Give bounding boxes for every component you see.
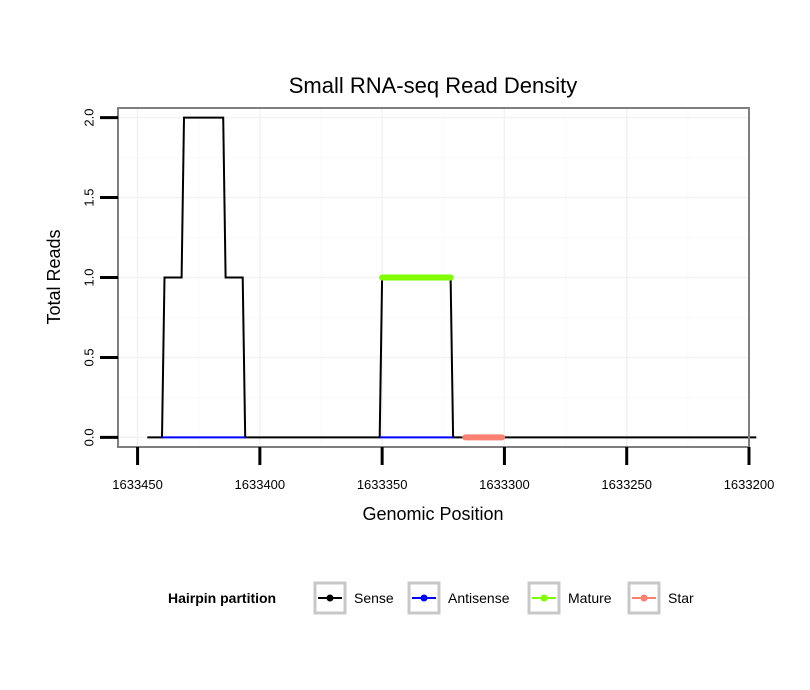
x-tick-label: 1633450 [112,477,163,492]
legend-item-antisense: Antisense [407,581,510,615]
y-tick-label: 1.5 [82,189,97,207]
y-tick-label: 0.0 [82,428,97,446]
legend-key-point [540,594,548,602]
y-tick-label: 2.0 [82,109,97,127]
legend-key-point [640,594,648,602]
legend-key-point [420,594,428,602]
x-tick-label: 1633350 [357,477,408,492]
legend-label: Star [668,590,694,606]
x-tick-label: 1633200 [724,477,775,492]
y-axis: 0.0 0.5 1.0 1.5 2.0 [82,109,118,446]
legend-label: Mature [568,590,612,606]
x-tick-label: 1633300 [479,477,530,492]
legend-label: Sense [354,590,394,606]
legend-key-point [326,594,334,602]
legend-label: Antisense [448,590,510,606]
chart-title: Small RNA-seq Read Density [289,73,578,98]
x-axis-title: Genomic Position [362,504,503,524]
x-axis: 1633450 1633400 1633350 1633300 1633250 16332… [112,447,774,492]
y-axis-title: Total Reads [44,229,64,324]
legend-item-sense: Sense [313,581,394,615]
y-tick-label: 0.5 [82,348,97,366]
series-layer [147,116,757,441]
legend-item-mature: Mature [527,581,612,615]
y-tick-label: 1.0 [82,268,97,286]
legend-item-star: Star [627,581,694,615]
x-tick-label: 1633400 [235,477,286,492]
x-tick-label: 1633250 [601,477,652,492]
legend: Hairpin partition Sense Antisense Mature Sta… [168,581,694,615]
legend-title: Hairpin partition [168,590,276,606]
